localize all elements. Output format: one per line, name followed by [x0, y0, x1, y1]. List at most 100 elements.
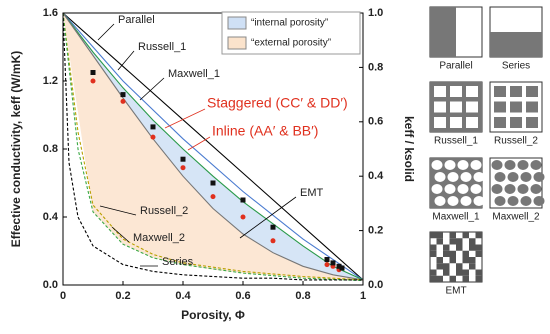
y2-tick-label: 0.6 — [368, 116, 383, 128]
schematic-cell — [456, 244, 463, 251]
annotation-arrow — [97, 23, 115, 41]
schematic-cell — [449, 238, 456, 245]
schematic-cell — [449, 275, 456, 282]
schematic-pore — [457, 160, 469, 170]
point — [324, 257, 330, 262]
schematic-cell — [430, 244, 437, 251]
schematic-pore — [447, 172, 459, 182]
schematic-pore — [470, 160, 482, 170]
curve — [62, 12, 364, 281]
curve — [62, 12, 364, 282]
schematic-cell — [526, 86, 538, 97]
schematic-cell — [475, 244, 482, 251]
x-tick-label: 0.8 — [295, 290, 310, 302]
schematic-pore — [457, 184, 469, 194]
point — [150, 134, 156, 140]
schematic-pore — [470, 184, 482, 194]
schematic-pore — [491, 160, 503, 170]
schematic-cell — [430, 232, 437, 239]
curve — [62, 12, 364, 281]
point — [90, 70, 96, 75]
legend-swatch — [227, 36, 247, 50]
point — [240, 214, 246, 220]
schematic-pore — [460, 172, 472, 182]
schematic-cell — [430, 250, 437, 257]
y2-tick-label: 0.4 — [368, 170, 384, 182]
point — [339, 265, 345, 271]
schematic-cell — [436, 257, 443, 264]
schematic-cell — [466, 117, 478, 128]
schematic-pore — [533, 172, 545, 182]
schematic-cell — [434, 86, 446, 97]
schematic-pore — [434, 172, 446, 182]
schematic-cell — [526, 101, 538, 113]
schematic-cell — [466, 101, 478, 113]
schematic-pore — [504, 184, 516, 194]
schematic-cell — [430, 269, 437, 276]
schematic-pore — [494, 172, 506, 182]
schematic-cell — [466, 86, 478, 97]
y2-axis-title: keff / ksolid — [402, 116, 416, 182]
point — [270, 238, 276, 244]
annotation-arrow — [187, 136, 211, 151]
schematic-pore — [473, 172, 485, 182]
schematic-pore — [460, 196, 472, 206]
schematic-cell — [456, 269, 463, 276]
x-tick-label: 1 — [360, 290, 366, 302]
schematic-label: Maxwell_2 — [492, 212, 540, 223]
legend-label: “internal porosity” — [251, 18, 328, 29]
schematic-pore — [533, 196, 545, 206]
point — [210, 180, 216, 186]
point — [336, 263, 342, 269]
schematic-pore — [520, 196, 532, 206]
schematic-label: Parallel — [439, 61, 472, 72]
y-tick-label: 1.2 — [43, 75, 58, 87]
curve — [62, 12, 364, 281]
schematic-cell — [510, 101, 522, 113]
annotation-arrow — [111, 226, 130, 243]
schematic-cell — [450, 101, 462, 113]
schematic-cell — [469, 244, 476, 251]
point — [180, 156, 186, 162]
schematic-pore — [517, 160, 529, 170]
x-axis-title: Porosity, Φ — [181, 308, 245, 322]
schematic-cell — [462, 257, 469, 264]
y-axis-title: Effective conductivity, keff (W/mK) — [9, 51, 23, 247]
annotation: Series — [162, 256, 194, 268]
schematic-cell — [436, 275, 443, 282]
point — [324, 262, 330, 268]
legend-swatch — [227, 16, 247, 30]
schematic-cell — [494, 86, 506, 97]
curve — [62, 12, 364, 281]
schematic-cell — [462, 275, 469, 282]
schematic-cell — [462, 250, 469, 257]
annotation: Maxwell_1 — [168, 68, 220, 80]
schematic-cell — [469, 257, 476, 264]
schematic-cell — [456, 263, 463, 270]
x-tick-label: 0.6 — [235, 290, 250, 302]
annotation-arrow — [239, 196, 297, 239]
schematic-label: Russell_2 — [494, 136, 538, 147]
schematic-pore — [444, 160, 456, 170]
point — [210, 194, 216, 200]
annotation-arrow — [99, 205, 137, 216]
annotation-arrow — [117, 50, 135, 71]
annotation-arrow — [139, 77, 165, 101]
schematic-pore — [504, 160, 516, 170]
schematic-fill — [430, 7, 456, 57]
annotation: EMT — [300, 187, 324, 199]
schematic-cell — [449, 250, 456, 257]
schematic-cell — [526, 117, 538, 128]
schematic-cell — [443, 250, 450, 257]
y2-tick-label: 0.2 — [368, 225, 383, 237]
schematic-cell — [510, 117, 522, 128]
schematic-pore — [517, 184, 529, 194]
schematic-pore — [530, 160, 542, 170]
schematic-cell — [456, 238, 463, 245]
schematic-fill — [490, 32, 542, 57]
annotation-arrow — [164, 108, 206, 129]
x-tick-label: 0.2 — [115, 290, 130, 302]
point — [150, 124, 156, 130]
schematic-pore — [431, 184, 443, 194]
